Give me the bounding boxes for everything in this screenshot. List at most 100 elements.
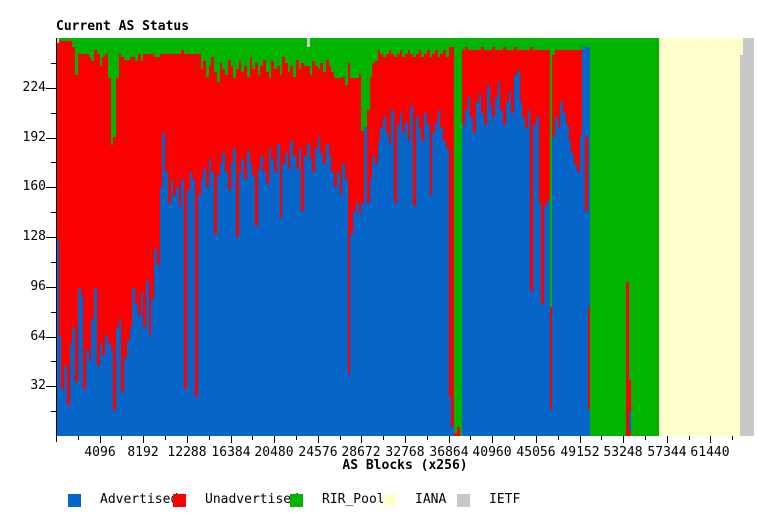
bar-segment-r — [609, 38, 612, 436]
bar — [225, 38, 228, 436]
bar-segment-u — [293, 77, 296, 156]
bar-segment-u — [108, 78, 111, 343]
bar — [740, 38, 743, 436]
bar-segment-a — [582, 47, 585, 436]
bar-segment-a — [424, 113, 427, 436]
bar-segment-a — [470, 117, 473, 436]
bar — [443, 38, 446, 436]
bar-segment-a — [476, 102, 479, 436]
bar-segment-r — [348, 38, 350, 63]
bar-segment-r — [639, 38, 642, 436]
bar-segment-a — [89, 361, 91, 436]
bar-segment-a — [337, 172, 340, 436]
bar-segment-u — [558, 50, 560, 128]
bar-segment-r — [299, 38, 301, 69]
bar-segment-u — [282, 57, 285, 164]
bar — [105, 38, 108, 436]
bar-segment-r — [356, 38, 359, 78]
bar-segment-u — [424, 54, 427, 113]
bar-segment-a — [427, 125, 430, 436]
bar — [263, 38, 266, 436]
bar — [97, 38, 100, 436]
bar-segment-u — [413, 57, 416, 206]
bar-segment-a — [233, 148, 236, 436]
bar-segment-r — [484, 38, 487, 50]
bar-segment-u — [255, 63, 258, 226]
bar-segment-a — [560, 102, 563, 436]
bar — [81, 38, 83, 436]
bar-segment-r — [577, 38, 580, 50]
bar-segment-a — [402, 133, 405, 436]
bar — [560, 38, 563, 436]
bar-segment-u — [449, 47, 451, 397]
bar-segment-r — [130, 38, 132, 57]
bar — [405, 38, 408, 436]
bar — [70, 38, 72, 436]
bar — [710, 38, 713, 436]
bar-segment-a — [353, 211, 356, 436]
bar-segment-i — [708, 38, 710, 436]
bar-segment-u — [168, 54, 171, 203]
bar-segment-r — [473, 38, 476, 50]
bar-segment-u — [61, 41, 64, 389]
bar-segment-a — [162, 133, 165, 436]
legend-label: Unadvertised — [205, 492, 299, 507]
bar — [228, 38, 231, 436]
bar-segment-u — [629, 431, 631, 436]
bar-segment-r — [124, 38, 127, 60]
bar-segment-r — [631, 38, 634, 436]
bar-segment-a — [307, 144, 310, 436]
bar-segment-u — [629, 380, 631, 411]
bar-segment-a — [416, 117, 419, 436]
bar-segment-u — [577, 50, 580, 172]
bar-segment-r — [615, 38, 618, 436]
bar — [100, 38, 102, 436]
x-tick-minor — [427, 436, 428, 440]
bar-segment-r — [364, 38, 367, 127]
bar — [149, 38, 151, 436]
bar-segment-r — [201, 38, 203, 69]
bar-segment-r — [427, 38, 430, 50]
bar — [509, 38, 511, 436]
bar — [83, 38, 86, 436]
bar-segment-a — [250, 164, 252, 436]
bar-segment-r — [209, 38, 211, 66]
bar-segment-u — [514, 47, 517, 75]
x-tick-label: 45056 — [516, 445, 556, 460]
bar-segment-r — [400, 38, 402, 50]
bar-segment-u — [260, 66, 263, 156]
bar — [296, 38, 299, 436]
bar-segment-i — [672, 38, 675, 436]
bar-segment-a — [171, 179, 173, 436]
bar-segment-r — [236, 38, 239, 69]
bar-segment-a — [132, 288, 135, 436]
bar-segment-u — [75, 75, 78, 382]
bar-segment-u — [432, 54, 435, 133]
x-tick-minor — [601, 436, 602, 440]
bar-segment-i — [738, 38, 740, 436]
bar-segment-a — [160, 187, 162, 436]
bar — [637, 38, 639, 436]
y-tick-minor — [51, 162, 56, 163]
bar — [402, 38, 405, 436]
bar-segment-u — [410, 54, 413, 106]
x-tick-label: 28672 — [341, 445, 381, 460]
bar-segment-r — [552, 38, 555, 55]
x-tick-major — [274, 436, 275, 443]
bar-segment-a — [490, 106, 492, 436]
bar-segment-r — [315, 38, 318, 66]
bar-segment-a — [211, 172, 214, 436]
bar-segment-i — [686, 38, 689, 436]
bar-segment-u — [162, 54, 165, 133]
bar-segment-r — [648, 38, 650, 436]
bar — [102, 38, 105, 436]
bar-segment-r — [318, 38, 320, 69]
bar-segment-i — [713, 38, 716, 436]
x-tick-label: 57344 — [647, 445, 687, 460]
bar-segment-r — [601, 38, 604, 436]
bar-segment-r — [378, 38, 380, 50]
bar-segment-u — [484, 50, 487, 125]
bar-segment-a — [187, 190, 190, 436]
y-tick-label: 192 — [22, 130, 46, 145]
bar-segment-u — [119, 54, 121, 319]
